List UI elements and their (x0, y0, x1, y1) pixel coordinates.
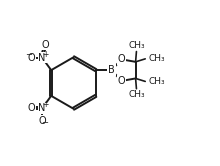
Text: +: + (42, 49, 49, 59)
Text: O: O (38, 116, 46, 126)
Text: O: O (41, 40, 49, 50)
Text: CH₃: CH₃ (128, 90, 145, 99)
Text: −: − (25, 50, 32, 59)
Text: B: B (108, 65, 115, 75)
Text: −: − (42, 118, 49, 127)
Text: N: N (38, 53, 46, 63)
Text: O: O (28, 53, 35, 63)
Text: N: N (38, 103, 46, 113)
Text: O: O (118, 76, 125, 86)
Text: CH₃: CH₃ (128, 41, 145, 50)
Text: O: O (118, 54, 125, 64)
Text: +: + (42, 100, 49, 109)
Text: CH₃: CH₃ (148, 54, 165, 63)
Text: CH₃: CH₃ (148, 77, 165, 86)
Text: O: O (28, 103, 35, 113)
